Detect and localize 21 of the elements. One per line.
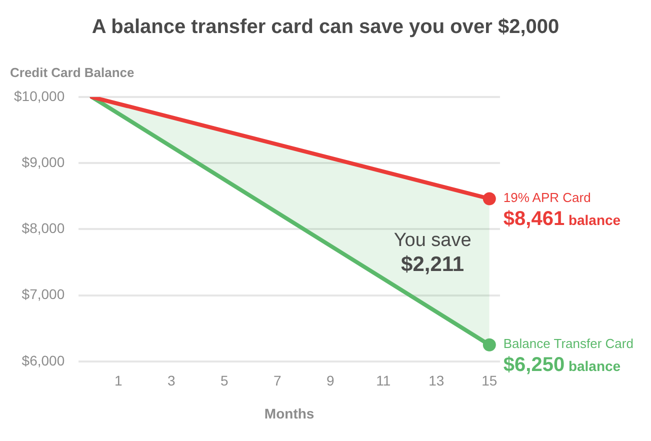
series-label: 19% APR Card [503,190,591,205]
y-axis-title: Credit Card Balance [10,65,134,80]
y-tick-label: $6,000 [22,352,65,368]
x-tick-label: 7 [273,372,282,389]
x-tick-label: 15 [482,372,498,389]
x-tick-label: 9 [326,372,334,389]
y-tick-label: $8,000 [22,220,65,236]
x-tick-label: 5 [220,372,228,389]
data-label: $6,250 balance [503,354,621,376]
x-tick-label: 11 [376,372,391,389]
annotation: You save $2,211 [394,230,472,276]
x-axis-title: Months [264,405,314,422]
y-tick-label: $7,000 [22,286,65,302]
y-tick-label: $10,000 [14,88,65,104]
data-label: $8,461 balance [503,208,621,230]
chart-title: A balance transfer card can save you over $2,000 [92,16,560,38]
series-label: Balance Transfer Card [503,336,634,351]
x-tick-label: 13 [428,372,444,389]
y-tick-label: $9,000 [22,154,65,170]
x-tick-label: 3 [167,372,176,389]
x-tick-label: 1 [114,372,122,389]
